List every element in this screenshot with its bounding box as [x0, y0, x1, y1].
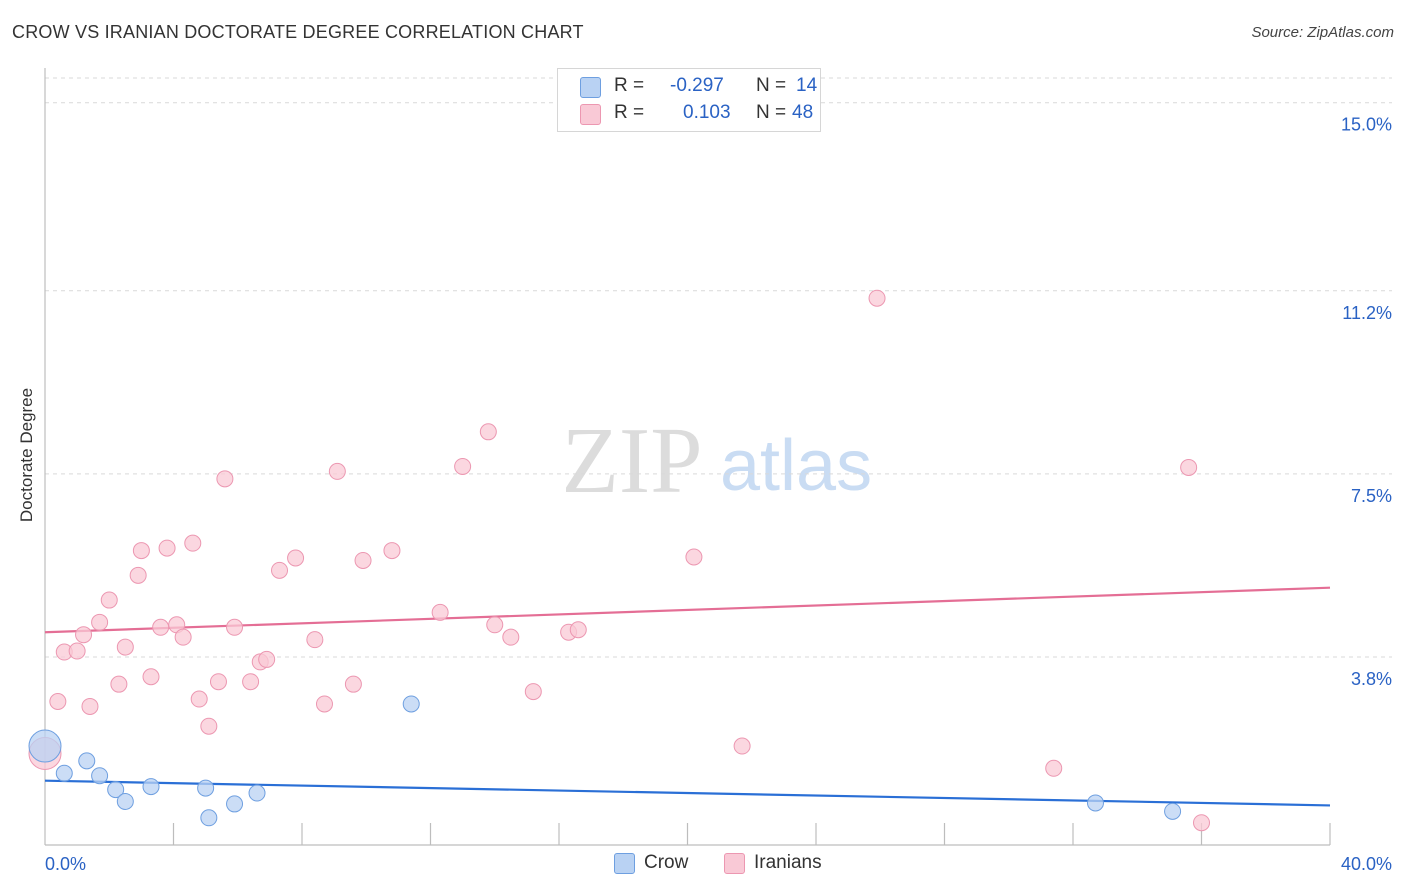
iranians-point [685, 548, 703, 566]
crow-point [91, 767, 109, 785]
iranians-point [454, 457, 472, 475]
iranians-point [1180, 458, 1198, 476]
crow-point [197, 779, 215, 797]
crow-n-value: 14 [796, 75, 818, 96]
crow-point [78, 752, 96, 770]
iranians-point [868, 289, 886, 307]
iranians-point [1193, 814, 1210, 832]
iranians-point [152, 618, 170, 636]
iranians-point [502, 628, 520, 646]
iranians-point [354, 551, 372, 569]
iranians-point [524, 683, 542, 701]
iranians-point [142, 668, 160, 686]
chart-source: Source: ZipAtlas.com [1251, 24, 1394, 41]
crow-point [226, 795, 244, 813]
iranians-point [184, 534, 202, 552]
iranians-point [271, 561, 289, 579]
crow-legend-swatch [614, 853, 635, 874]
iranians-point [174, 628, 192, 646]
crow-swatch [580, 77, 601, 98]
iranians-legend-swatch [724, 853, 745, 874]
iranians-point [129, 566, 147, 584]
iranians-point [287, 549, 305, 567]
iranians-r-value: 0.103 [683, 102, 731, 123]
watermark-zip: ZIP [562, 409, 703, 513]
iranians-point [733, 737, 751, 755]
iranians-r-label: R = [614, 102, 645, 123]
crow-r-label: R = [614, 75, 645, 96]
iranians-point [75, 626, 93, 644]
x-tick-label: 40.0% [1341, 854, 1392, 874]
iranians-point [383, 542, 401, 560]
iranians-point [328, 462, 346, 480]
iranians-point [100, 591, 118, 609]
x-tick-label: 0.0% [45, 854, 86, 874]
iranians-point [1045, 759, 1063, 777]
crow-point [402, 695, 420, 713]
iranians-point [209, 673, 227, 691]
watermark-atlas: atlas [720, 426, 872, 506]
iranians-point [190, 690, 208, 708]
iranians-legend-label: Iranians [754, 852, 822, 873]
iranians-point [486, 616, 504, 634]
iranians-point [258, 650, 276, 668]
y-tick-label: 11.2% [1342, 303, 1392, 323]
iranians-n-label: N = [756, 102, 787, 123]
chart-title: CROW VS IRANIAN DOCTORATE DEGREE CORRELA… [12, 22, 584, 42]
crow-point [142, 778, 160, 796]
iranians-swatch [580, 104, 601, 125]
iranians-point [315, 695, 333, 713]
crow-point [1164, 802, 1182, 820]
iranians-point [91, 613, 109, 631]
series-legend: Crow Iranians [0, 852, 1406, 878]
iranians-point [68, 642, 86, 660]
iranians-point [569, 621, 587, 639]
iranians-point [226, 618, 244, 636]
iranians-point [132, 542, 150, 560]
iranians-point [306, 631, 324, 649]
crow-point [55, 764, 73, 782]
crow-n-label: N = [756, 75, 787, 96]
iranians-point [158, 539, 176, 557]
crow-point [28, 729, 62, 763]
crow-point [200, 809, 218, 827]
y-tick-label: 15.0% [1341, 115, 1392, 135]
correlation-legend: R = -0.297 N = 14 R = 0.103 N = 48 [557, 68, 821, 132]
y-tick-label: 3.8% [1351, 669, 1392, 689]
crow-trend-line [44, 779, 1331, 807]
iranians-point [110, 675, 128, 693]
crow-legend-label: Crow [644, 852, 689, 873]
crow-point [107, 781, 125, 799]
iranians-point [479, 423, 497, 441]
iranians-point [344, 675, 362, 693]
iranians-point [200, 717, 218, 735]
iranians-point [81, 697, 99, 715]
crow-point [1086, 794, 1104, 812]
iranians-point [116, 638, 134, 656]
iranians-n-value: 48 [792, 102, 814, 123]
crow-point [116, 792, 134, 810]
y-tick-label: 7.5% [1351, 486, 1392, 506]
crow-point [248, 784, 266, 802]
iranians-point [431, 603, 449, 621]
iranians-point [216, 470, 234, 488]
iranians-trend-line [44, 586, 1331, 634]
iranians-point [242, 673, 260, 691]
iranians-point [49, 692, 67, 710]
crow-r-value: -0.297 [670, 75, 724, 96]
